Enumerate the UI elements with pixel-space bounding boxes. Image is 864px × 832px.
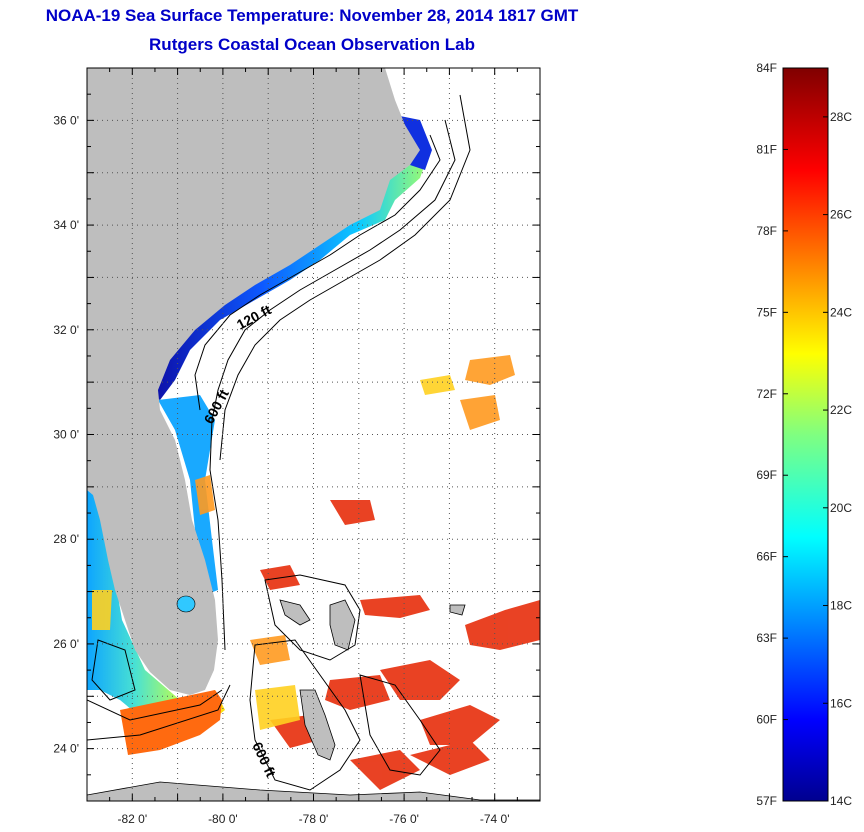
colorbar-celsius-label: 22C bbox=[830, 403, 852, 417]
longitude-tick-labels: -82 0' -80 0' -78 0' -76 0' -74 0' bbox=[117, 812, 509, 826]
lat-tick-label: 32 0' bbox=[53, 323, 79, 337]
lon-tick-label: -82 0' bbox=[117, 812, 147, 826]
land-mainland bbox=[87, 68, 420, 695]
colorbar-fahrenheit-label: 60F bbox=[756, 713, 777, 727]
sst-warm-patches bbox=[260, 500, 540, 790]
lake-okeechobee bbox=[176, 595, 196, 613]
fahrenheit-labels: 84F 81F 78F 75F 72F 69F 66F 63F 60F 57F bbox=[756, 61, 777, 808]
colorbar-fahrenheit-label: 69F bbox=[756, 468, 777, 482]
map-subtitle: Rutgers Coastal Ocean Observation Lab bbox=[149, 35, 475, 54]
colorbar-fahrenheit-label: 84F bbox=[756, 61, 777, 75]
colorbar-celsius-label: 28C bbox=[830, 110, 852, 124]
colorbar-fahrenheit-label: 75F bbox=[756, 305, 777, 319]
colorbar-fahrenheit-label: 63F bbox=[756, 631, 777, 645]
lon-tick-label: -76 0' bbox=[389, 812, 419, 826]
colorbar-celsius-label: 20C bbox=[830, 501, 852, 515]
colorbar-ticks bbox=[783, 67, 828, 802]
colorbar-fahrenheit-label: 81F bbox=[756, 142, 777, 156]
colorbar-fahrenheit-label: 57F bbox=[756, 794, 777, 808]
colorbar-fahrenheit-label: 78F bbox=[756, 224, 777, 238]
lat-tick-label: 24 0' bbox=[53, 742, 79, 756]
sst-gulf-band bbox=[87, 490, 225, 730]
lon-tick-label: -80 0' bbox=[208, 812, 238, 826]
lon-tick-label: -78 0' bbox=[299, 812, 329, 826]
lat-tick-label: 28 0' bbox=[53, 532, 79, 546]
bathymetry-contours bbox=[87, 94, 471, 791]
colorbar-celsius-label: 18C bbox=[830, 599, 852, 613]
colorbar-celsius-label: 16C bbox=[830, 696, 852, 710]
colorbar-fahrenheit-label: 72F bbox=[756, 387, 777, 401]
cuba-land bbox=[87, 781, 540, 801]
bahamas-land bbox=[279, 599, 466, 761]
sst-orange-patches bbox=[195, 355, 515, 665]
colorbar-celsius-label: 24C bbox=[830, 305, 852, 319]
colorbar-celsius-label: 14C bbox=[830, 794, 852, 808]
lat-tick-label: 34 0' bbox=[53, 218, 79, 232]
colorbar-scale bbox=[782, 67, 829, 802]
lat-tick-label: 26 0' bbox=[53, 637, 79, 651]
colorbar-fahrenheit-label: 66F bbox=[756, 550, 777, 564]
lat-tick-label: 30 0' bbox=[53, 428, 79, 442]
lon-tick-label: -74 0' bbox=[480, 812, 510, 826]
map-title: NOAA-19 Sea Surface Temperature: Novembe… bbox=[45, 6, 579, 25]
colorbar-celsius-label: 26C bbox=[830, 208, 852, 222]
lat-tick-label: 36 0' bbox=[53, 113, 79, 127]
sst-florida-east-band bbox=[158, 395, 218, 595]
celsius-labels: 28C 26C 24C 22C 20C 18C 16C 14C bbox=[830, 110, 852, 808]
sst-yellow-patches bbox=[92, 375, 455, 730]
graticule bbox=[87, 68, 540, 801]
latitude-tick-labels: 36 0' 34 0' 32 0' 30 0' 28 0' 26 0' 24 0' bbox=[53, 113, 79, 755]
map-content: 120 ft 600 ft 600 ft bbox=[87, 68, 540, 801]
axis-ticks bbox=[86, 67, 541, 802]
